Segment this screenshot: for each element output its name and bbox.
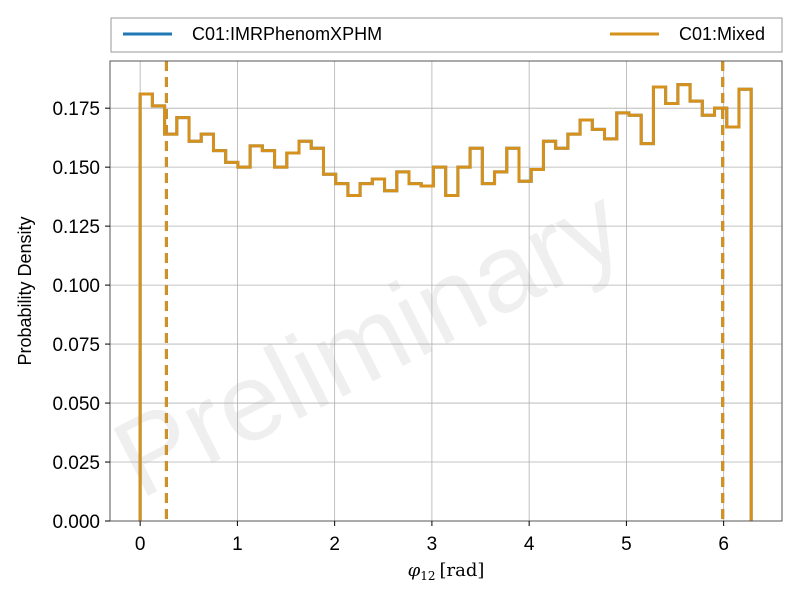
y-tick-label: 0.150	[52, 158, 100, 179]
legend-frame	[110, 17, 783, 53]
x-axis-label-unit: [rad]	[439, 560, 484, 581]
x-tick-label: 6	[718, 534, 729, 555]
y-tick-label: 0.000	[52, 512, 100, 533]
y-axis-ticks: 0.000 0.025 0.050 0.075 0.100 0.125 0.150 0.175	[52, 99, 110, 533]
y-tick-label: 0.125	[52, 217, 100, 238]
y-tick-label: 0.050	[52, 394, 100, 415]
x-tick-label: 1	[232, 534, 243, 555]
legend-label-series-1: C01:Mixed	[679, 24, 765, 44]
y-tick-label: 0.175	[52, 99, 100, 120]
y-tick-label: 0.075	[52, 335, 100, 356]
quantile-lines	[164, 61, 725, 521]
plot-frame-bg	[110, 61, 782, 521]
y-axis-label: Probability Density	[15, 216, 35, 365]
y-tick-label: 0.100	[52, 276, 100, 297]
x-tick-label: 4	[524, 534, 535, 555]
x-tick-label: 0	[135, 534, 146, 555]
legend: C01:IMRPhenomXPHM C01:Mixed	[110, 17, 783, 53]
x-axis-label-subscript: 12	[420, 569, 435, 583]
y-tick-label: 0.025	[52, 453, 100, 474]
x-axis-label-symbol: φ	[408, 560, 421, 581]
series-paths	[138, 83, 753, 521]
plot-frame	[109, 60, 783, 522]
x-axis-ticks: 0 1 2 3 4 5 6	[135, 521, 729, 555]
x-tick-label: 5	[621, 534, 632, 555]
plot-area: Preliminary	[95, 60, 783, 522]
x-tick-label: 3	[427, 534, 438, 555]
x-tick-label: 2	[329, 534, 340, 555]
x-axis-label: φ12 [rad]	[408, 560, 485, 583]
legend-label-series-0: C01:IMRPhenomXPHM	[192, 24, 382, 44]
histogram-series-1	[138, 83, 753, 521]
